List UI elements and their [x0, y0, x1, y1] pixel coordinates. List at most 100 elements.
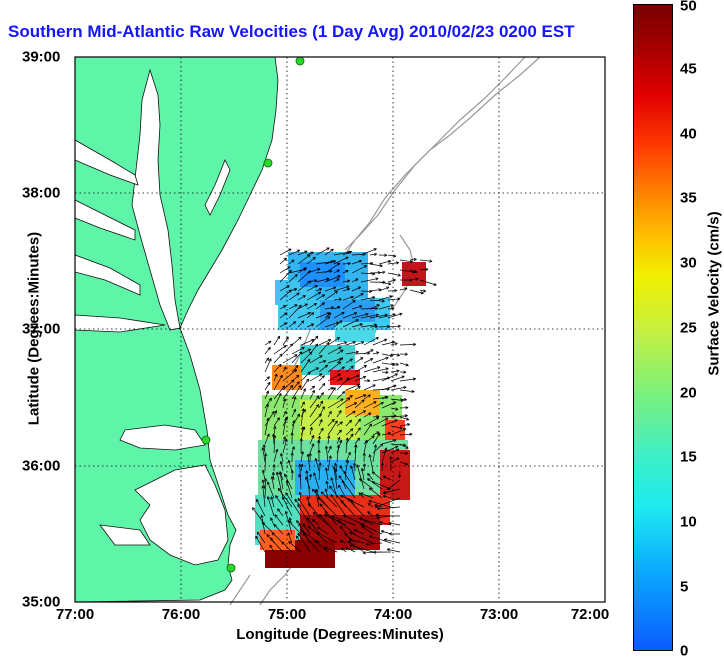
velocity-arrow	[372, 351, 380, 355]
velocity-arrow	[273, 417, 280, 427]
velocity-arrow	[273, 524, 284, 535]
velocity-arrow	[264, 433, 270, 445]
velocity-arrow	[288, 541, 302, 553]
velocity-arrow	[261, 469, 266, 481]
velocity-arrow	[279, 257, 287, 265]
velocity-arrow	[387, 289, 398, 293]
velocity-arrow	[390, 342, 398, 346]
velocity-arrow	[381, 373, 398, 382]
velocity-arrow	[291, 446, 295, 454]
velocity-arrow	[291, 336, 302, 346]
velocity-arrow	[381, 445, 399, 454]
x-tick-label: 72:00	[570, 606, 610, 623]
velocity-arrow	[340, 500, 356, 517]
velocity-arrow	[297, 497, 311, 517]
velocity-arrow	[324, 290, 338, 301]
velocity-arrow	[360, 492, 374, 499]
colorbar-tick: 5	[680, 578, 689, 596]
velocity-arrow	[342, 514, 365, 526]
velocity-arrow	[354, 357, 364, 364]
velocity-arrow	[318, 392, 324, 400]
velocity-arrow	[409, 257, 417, 262]
velocity-arrow	[358, 517, 383, 526]
velocity-arrow	[342, 287, 351, 292]
velocity-arrow	[306, 268, 321, 274]
velocity-arrow	[264, 397, 272, 409]
velocity-arrow	[315, 294, 326, 301]
x-tick-label: 76:00	[161, 606, 201, 623]
velocity-arrow	[354, 399, 365, 409]
velocity-arrow	[336, 436, 341, 445]
velocity-arrow	[279, 461, 284, 472]
velocity-arrow	[350, 465, 356, 481]
velocity-arrow	[324, 286, 337, 292]
velocity-arrow	[409, 277, 419, 281]
velocity-arrow	[311, 519, 320, 526]
velocity-arrow	[327, 361, 342, 373]
velocity-arrow	[282, 384, 294, 400]
velocity-arrow	[333, 285, 350, 292]
velocity-arrow	[323, 514, 347, 526]
velocity-arrow	[354, 385, 361, 391]
velocity-arrow	[348, 538, 365, 544]
velocity-arrow	[300, 378, 310, 391]
velocity-arrow	[273, 374, 283, 391]
velocity-arrow	[327, 398, 344, 409]
velocity-arrow	[345, 341, 356, 346]
velocity-arrow	[264, 403, 270, 418]
velocity-arrow	[380, 462, 385, 472]
velocity-arrow	[306, 279, 317, 283]
velocity-arrow	[388, 521, 401, 526]
sounds	[99, 424, 229, 566]
velocity-arrow	[309, 395, 320, 409]
velocity-arrow	[399, 377, 416, 382]
velocity-arrow	[367, 511, 374, 517]
velocity-arrow	[338, 475, 356, 499]
velocity-arrow	[399, 287, 408, 291]
velocity-arrow	[291, 347, 305, 355]
velocity-arrow	[288, 274, 298, 283]
velocity-arrow	[287, 459, 293, 472]
velocity-arrow	[333, 320, 343, 328]
velocity-arrow	[378, 259, 392, 265]
velocity-arrow	[277, 508, 284, 517]
velocity-arrow	[300, 338, 315, 346]
velocity-arrow	[399, 370, 407, 374]
velocity-arrow	[287, 532, 293, 544]
velocity-arrow	[288, 321, 297, 328]
velocity-arrow	[349, 531, 374, 544]
velocity-arrow	[270, 496, 275, 508]
velocity-arrow	[345, 419, 353, 427]
velocity-arrow	[336, 349, 344, 355]
velocity-arrow	[363, 394, 371, 400]
velocity-arrow	[300, 348, 312, 355]
velocity-arrow	[264, 390, 269, 400]
velocity-arrow	[327, 435, 331, 445]
velocity-arrow	[318, 462, 322, 481]
velocity-arrow	[269, 544, 275, 553]
velocity-arrow	[363, 349, 374, 355]
velocity-arrow	[291, 381, 300, 391]
velocity-arrow	[354, 394, 367, 400]
velocity-arrow	[297, 311, 311, 319]
velocity-arrow	[318, 375, 325, 382]
velocity-arrow	[291, 396, 297, 409]
velocity-arrow	[278, 471, 284, 490]
velocity-arrow	[363, 401, 377, 409]
velocity-arrow	[264, 381, 271, 391]
velocity-arrow	[337, 520, 356, 535]
velocity-arrow	[333, 269, 340, 274]
velocity-arrow	[273, 363, 282, 373]
velocity-arrow	[399, 389, 415, 394]
velocity-arrow	[324, 306, 335, 310]
velocity-arrow	[320, 491, 338, 508]
velocity-arrow	[279, 248, 292, 256]
hf-radar-stations	[201, 56, 305, 573]
velocity-arrow	[314, 458, 320, 472]
velocity-arrow	[399, 461, 409, 466]
velocity-arrow	[290, 432, 294, 445]
velocity-arrow	[381, 396, 388, 400]
velocity-arrow	[409, 269, 418, 274]
velocity-arrow	[333, 278, 340, 283]
velocity-arrow	[390, 428, 407, 436]
